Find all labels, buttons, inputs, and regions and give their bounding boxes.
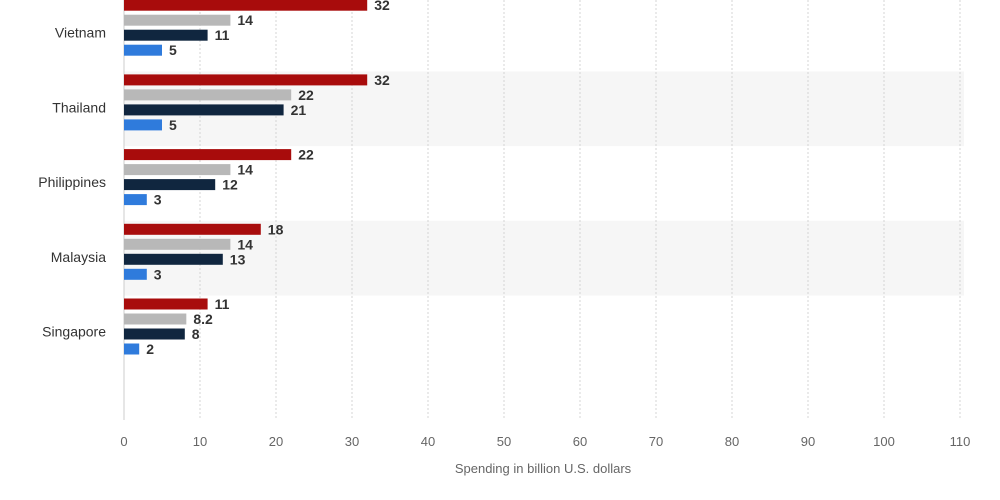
bar (124, 223, 261, 235)
data-label: 5 (169, 117, 177, 133)
bar (124, 89, 292, 101)
x-tick-label: 90 (801, 434, 815, 449)
x-tick-label: 50 (497, 434, 511, 449)
x-axis-label: Spending in billion U.S. dollars (455, 461, 632, 476)
x-tick-label: 100 (873, 434, 895, 449)
bar (124, 238, 231, 250)
data-label: 3 (154, 192, 162, 208)
data-label: 22 (298, 147, 314, 163)
category-label: Vietnam (55, 25, 106, 41)
x-tick-label: 80 (725, 434, 739, 449)
data-label: 14 (237, 236, 253, 252)
data-label: 21 (291, 102, 307, 118)
data-label: 11 (215, 296, 230, 312)
x-tick-label: 40 (421, 434, 435, 449)
bars: 323222181159142214148.248112112138255533… (124, 0, 390, 357)
bar (124, 343, 140, 355)
x-tick-label: 60 (573, 434, 587, 449)
bar (124, 44, 162, 56)
bar (124, 29, 208, 41)
bar (124, 253, 223, 265)
x-tick-label: 10 (193, 434, 207, 449)
x-tick-label: 0 (120, 434, 127, 449)
bar (124, 328, 185, 340)
bar (124, 0, 368, 11)
category-label: Malaysia (51, 249, 106, 265)
x-tick-labels: 0 10 20 30 40 50 60 70 80 90 100 110 (120, 434, 970, 449)
bar (124, 179, 216, 191)
data-label: 2 (146, 341, 154, 357)
category-label: Singapore (42, 324, 106, 340)
bar (124, 149, 292, 161)
data-label: 12 (222, 177, 238, 193)
x-tick-label: 110 (950, 434, 971, 449)
data-label: 32 (374, 72, 390, 88)
vertical-gridlines (199, 0, 961, 420)
data-label: 18 (268, 221, 284, 237)
bar (124, 313, 187, 325)
data-label: 14 (237, 12, 253, 28)
bar (124, 268, 147, 280)
data-label: 14 (237, 162, 253, 178)
data-label: 13 (230, 251, 246, 267)
data-label: 8.2 (193, 311, 213, 327)
category-label: Thailand (52, 99, 106, 115)
bar (124, 74, 368, 86)
bar (124, 298, 208, 310)
category-band (124, 220, 964, 296)
bar (124, 194, 147, 206)
bar (124, 14, 231, 26)
x-tick-label: 30 (345, 434, 359, 449)
x-tick-label: 20 (269, 434, 283, 449)
bar (124, 164, 231, 176)
category-label: Philippines (38, 174, 106, 190)
category-bands (124, 71, 964, 296)
x-tick-label: 70 (649, 434, 663, 449)
data-label: 11 (215, 27, 230, 43)
bar (124, 104, 284, 116)
data-label: 8 (192, 326, 200, 342)
category-labels: IndonesiaVietnamThailandPhilippinesMalay… (38, 25, 106, 340)
data-label: 5 (169, 42, 177, 58)
data-label: 22 (298, 87, 314, 103)
data-label: 32 (374, 0, 390, 13)
data-label: 3 (154, 266, 162, 282)
bar (124, 119, 162, 131)
